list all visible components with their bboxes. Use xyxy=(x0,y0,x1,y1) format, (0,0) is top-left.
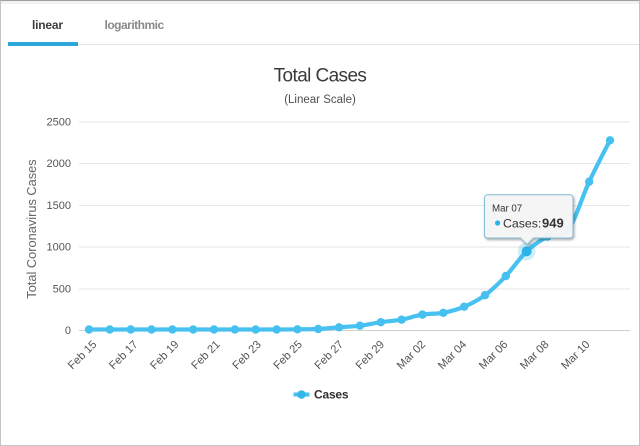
svg-text:Feb 29: Feb 29 xyxy=(354,339,387,372)
svg-text:2500: 2500 xyxy=(47,117,71,129)
svg-text:Mar 10: Mar 10 xyxy=(559,339,592,372)
svg-text:0: 0 xyxy=(65,325,71,337)
svg-text:Mar 08: Mar 08 xyxy=(518,339,551,372)
svg-text:1000: 1000 xyxy=(47,242,71,254)
svg-text:Mar 04: Mar 04 xyxy=(436,339,469,372)
svg-text:Feb 17: Feb 17 xyxy=(107,339,140,372)
svg-text:949: 949 xyxy=(542,216,564,231)
svg-text:Feb 23: Feb 23 xyxy=(230,339,263,372)
svg-text:Feb 19: Feb 19 xyxy=(148,339,181,372)
svg-text:Feb 15: Feb 15 xyxy=(66,339,99,372)
svg-text:(Linear Scale): (Linear Scale) xyxy=(284,94,356,106)
svg-text:Feb 25: Feb 25 xyxy=(272,339,305,372)
svg-text:Cases:: Cases: xyxy=(503,217,541,231)
svg-text:Total Coronavirus Cases: Total Coronavirus Cases xyxy=(24,159,39,298)
svg-text:1500: 1500 xyxy=(47,200,71,212)
svg-text:Feb 21: Feb 21 xyxy=(189,339,222,372)
svg-text:500: 500 xyxy=(53,283,71,295)
svg-text:Mar 02: Mar 02 xyxy=(395,339,428,372)
svg-text:Cases: Cases xyxy=(314,388,349,402)
svg-text:Total Cases: Total Cases xyxy=(274,66,367,87)
svg-text:Mar 07: Mar 07 xyxy=(492,204,522,215)
svg-text:Feb 27: Feb 27 xyxy=(313,339,346,372)
svg-text:Mar 06: Mar 06 xyxy=(477,339,510,372)
svg-text:2000: 2000 xyxy=(47,158,71,170)
